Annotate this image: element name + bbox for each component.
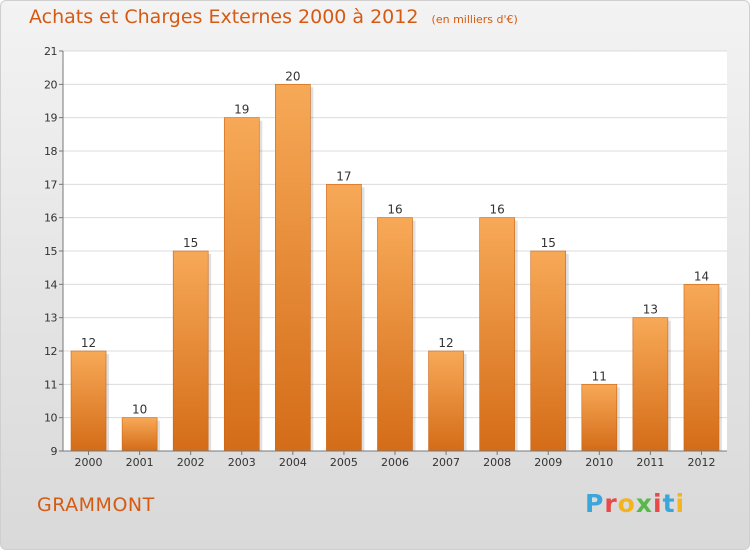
- bar-2012: [683, 284, 720, 452]
- y-tick-label: 21: [44, 45, 57, 58]
- brand-letter: x: [635, 489, 653, 518]
- y-tick-label: 17: [44, 178, 57, 191]
- data-label: 16: [387, 203, 402, 217]
- x-tick-label: 2008: [483, 456, 511, 469]
- x-tick-label: 2002: [177, 456, 205, 469]
- data-label: 10: [132, 403, 147, 417]
- x-tick-label: 2012: [687, 456, 715, 469]
- x-tick-label: 2006: [381, 456, 409, 469]
- data-label: 15: [541, 236, 556, 250]
- brand-letter: o: [617, 489, 636, 518]
- bar-2002: [172, 250, 209, 452]
- brand-letter: i: [653, 489, 663, 518]
- data-label: 13: [643, 303, 658, 317]
- x-tick-label: 2009: [534, 456, 562, 469]
- data-label: 15: [183, 236, 198, 250]
- y-tick-label: 13: [44, 312, 57, 325]
- x-tick-label: 2005: [330, 456, 358, 469]
- y-tick-label: 20: [44, 78, 57, 91]
- data-label: 19: [234, 103, 249, 117]
- bar-2006: [377, 217, 413, 452]
- data-label: 16: [490, 203, 505, 217]
- title-row: Achats et Charges Externes 2000 à 2012 (…: [29, 6, 518, 28]
- bars: [70, 84, 722, 452]
- bar-2011: [632, 317, 669, 452]
- data-label: 11: [592, 369, 607, 383]
- axes: [59, 50, 727, 455]
- labels: 9 10 11 12 13 14 15 16 17 18 19 20 21 12 2000 10 2001 15 2…: [44, 45, 715, 469]
- y-tick-label: 16: [44, 212, 57, 225]
- y-tick-label: 11: [44, 378, 57, 391]
- y-tick-label: 18: [44, 145, 57, 158]
- y-tick-label: 15: [44, 245, 57, 258]
- y-tick-label: 14: [44, 278, 57, 291]
- x-tick-label: 2000: [75, 456, 103, 469]
- x-tick-label: 2003: [228, 456, 256, 469]
- brand-logo: Proxiti: [585, 489, 685, 518]
- brand-letter: P: [585, 489, 605, 518]
- chart-title: Achats et Charges Externes 2000 à 2012: [29, 6, 419, 28]
- y-tick-label: 10: [44, 412, 57, 425]
- bar-2009: [530, 250, 567, 452]
- x-tick-label: 2004: [279, 456, 307, 469]
- x-tick-label: 2001: [126, 456, 154, 469]
- y-tick-label: 9: [51, 445, 58, 458]
- commune-name: GRAMMONT: [37, 494, 155, 516]
- brand-letter: r: [604, 489, 618, 518]
- bar-2007: [428, 350, 464, 452]
- x-tick-label: 2007: [432, 456, 460, 469]
- data-label: 20: [285, 69, 300, 83]
- y-tick-label: 12: [44, 345, 57, 358]
- x-tick-label: 2010: [585, 456, 613, 469]
- brand-letter: i: [675, 489, 686, 518]
- data-label: 12: [81, 336, 96, 350]
- x-tick-label: 2011: [636, 456, 664, 469]
- bar-2001: [121, 417, 158, 452]
- data-label: 14: [694, 269, 709, 283]
- y-tick-label: 19: [44, 112, 57, 125]
- brand-letter: t: [662, 489, 676, 518]
- data-label: 17: [336, 169, 351, 183]
- chart-subtitle: (en milliers d'€): [431, 13, 518, 26]
- data-label: 12: [438, 336, 453, 350]
- bar-2004: [275, 84, 311, 452]
- bar-2010: [581, 384, 618, 452]
- bar-2008: [479, 217, 515, 452]
- bar-2005: [326, 184, 362, 452]
- bar-2000: [70, 350, 107, 452]
- bar-2003: [223, 117, 260, 452]
